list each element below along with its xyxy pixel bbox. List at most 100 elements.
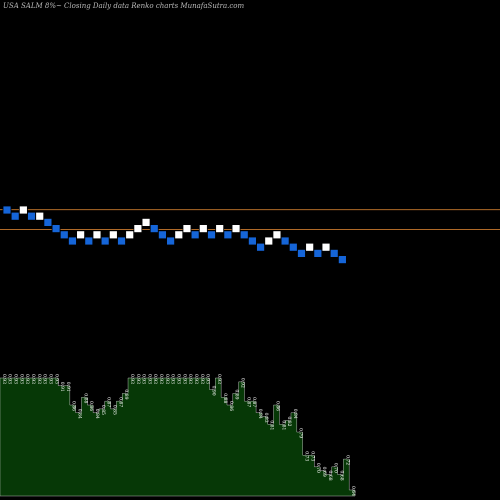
renko-brick-up (305, 242, 315, 252)
renko-brick-down (288, 242, 298, 252)
volume-label: 0.91 (65, 382, 71, 392)
renko-brick-down (329, 248, 339, 258)
renko-brick-up (321, 242, 331, 252)
renko-brick-up (35, 211, 45, 221)
renko-brick-down (239, 230, 249, 240)
volume-label: 0.93 (141, 374, 147, 384)
volume-label: 0.69 (321, 467, 327, 477)
renko-brick-down (297, 248, 306, 258)
volume-label: 0.93 (36, 374, 42, 384)
volume-label: 0.72 (344, 455, 350, 465)
volume-label: 0.64 (350, 486, 356, 496)
volume-label: 0.70 (333, 463, 339, 473)
volume-label: 0.73 (309, 451, 315, 461)
renko-brick-down (166, 236, 176, 246)
volume-label: 0.93 (158, 374, 164, 384)
volume-label: 0.86 (274, 401, 280, 411)
renko-brick-up (141, 217, 151, 227)
volume-label: 0.86 (71, 401, 77, 411)
volume-label: 0.85 (111, 405, 117, 415)
volume-label: 0.93 (135, 374, 141, 384)
volume-label: 0.83 (263, 413, 269, 423)
volume-area (0, 377, 356, 497)
renko-brick-down (117, 236, 126, 246)
volume-label: 0.93 (199, 374, 205, 384)
volume-label: 0.93 (47, 374, 53, 384)
renko-brick-down (313, 248, 323, 258)
volume-label: 0.87 (245, 397, 251, 407)
volume-label: 0.81 (280, 420, 286, 430)
renko-brick-up (92, 230, 102, 240)
renko-brick-down (247, 236, 257, 246)
volume-label: 0.93 (193, 374, 199, 384)
renko-brick-down (149, 224, 159, 234)
renko-brick-down (51, 224, 61, 234)
resistance-lines (0, 209, 500, 231)
renko-brick-up (174, 230, 184, 240)
volume-label: 0.93 (129, 374, 135, 384)
volume-label: 0.84 (94, 409, 100, 419)
renko-brick-up (182, 224, 192, 234)
volume-label: 0.81 (269, 420, 275, 430)
renko-brick-down (84, 236, 94, 246)
volume-label: 0.93 (170, 374, 176, 384)
volume-label: 0.85 (100, 405, 106, 415)
volume-label: 0.92 (240, 378, 246, 388)
volume-label: 0.88 (82, 393, 88, 403)
renko-brick-down (43, 217, 53, 227)
volume-label: 0.82 (286, 416, 292, 426)
volume-label: 0.87 (106, 397, 112, 407)
volume-label: 0.93 (164, 374, 170, 384)
renko-brick-up (231, 224, 241, 234)
volume-label: 0.93 (176, 374, 182, 384)
volume-label: 0.86 (88, 401, 94, 411)
volume-label: 0.93 (7, 374, 13, 384)
volume-label: 0.68 (338, 471, 344, 481)
renko-brick-down (100, 236, 110, 246)
volume-label: 0.93 (146, 374, 152, 384)
volume-label: 0.93 (24, 374, 30, 384)
volume-label: 0.86 (228, 401, 234, 411)
volume-label: 0.93 (181, 374, 187, 384)
volume-label: 0.91 (59, 382, 65, 392)
renko-brick-down (207, 230, 216, 240)
volume-label: 0.88 (222, 393, 228, 403)
volume-label: 0.84 (257, 409, 263, 419)
renko-brick-down (158, 230, 167, 240)
renko-brick-up (133, 224, 143, 234)
volume-labels: 0.93 0.93 0.93 0.93 0.93 0.93 0.93 0.93 0.93 0.93… (1, 374, 356, 496)
volume-label: 0.87 (117, 397, 123, 407)
renko-brick-up (125, 230, 135, 240)
volume-label: 0.93 (152, 374, 158, 384)
volume-label: 0.93 (216, 374, 222, 384)
renko-brick-down (280, 236, 290, 246)
renko-brick-down (190, 230, 200, 240)
volume-label: 0.93 (53, 374, 59, 384)
volume-label: 0.73 (304, 451, 310, 461)
volume-label: 0.90 (210, 386, 216, 396)
renko-brick-down (59, 230, 69, 240)
volume-label: 0.93 (205, 374, 211, 384)
renko-brick-up (272, 230, 282, 240)
volume-label: 0.84 (292, 409, 298, 419)
renko-bricks (2, 205, 347, 265)
renko-brick-down (27, 211, 36, 221)
renko-brick-up (18, 205, 28, 215)
chart-title: USA SALM 8%~ Closing Daily data Renko ch… (3, 2, 245, 10)
renko-brick-down (337, 255, 347, 265)
volume-label: 0.93 (18, 374, 24, 384)
volume-label: 0.79 (298, 428, 304, 438)
volume-label: 0.70 (315, 463, 321, 473)
volume-label: 0.84 (77, 409, 83, 419)
renko-brick-up (198, 224, 208, 234)
volume-label: 0.93 (187, 374, 193, 384)
renko-brick-up (215, 224, 225, 234)
renko-brick-up (264, 236, 274, 246)
renko-brick-down (2, 205, 12, 215)
volume-label: 0.89 (123, 389, 129, 399)
volume-label: 0.89 (234, 389, 240, 399)
volume-label: 0.93 (30, 374, 36, 384)
volume-step-area (0, 377, 356, 497)
volume-label: 0.93 (13, 374, 19, 384)
